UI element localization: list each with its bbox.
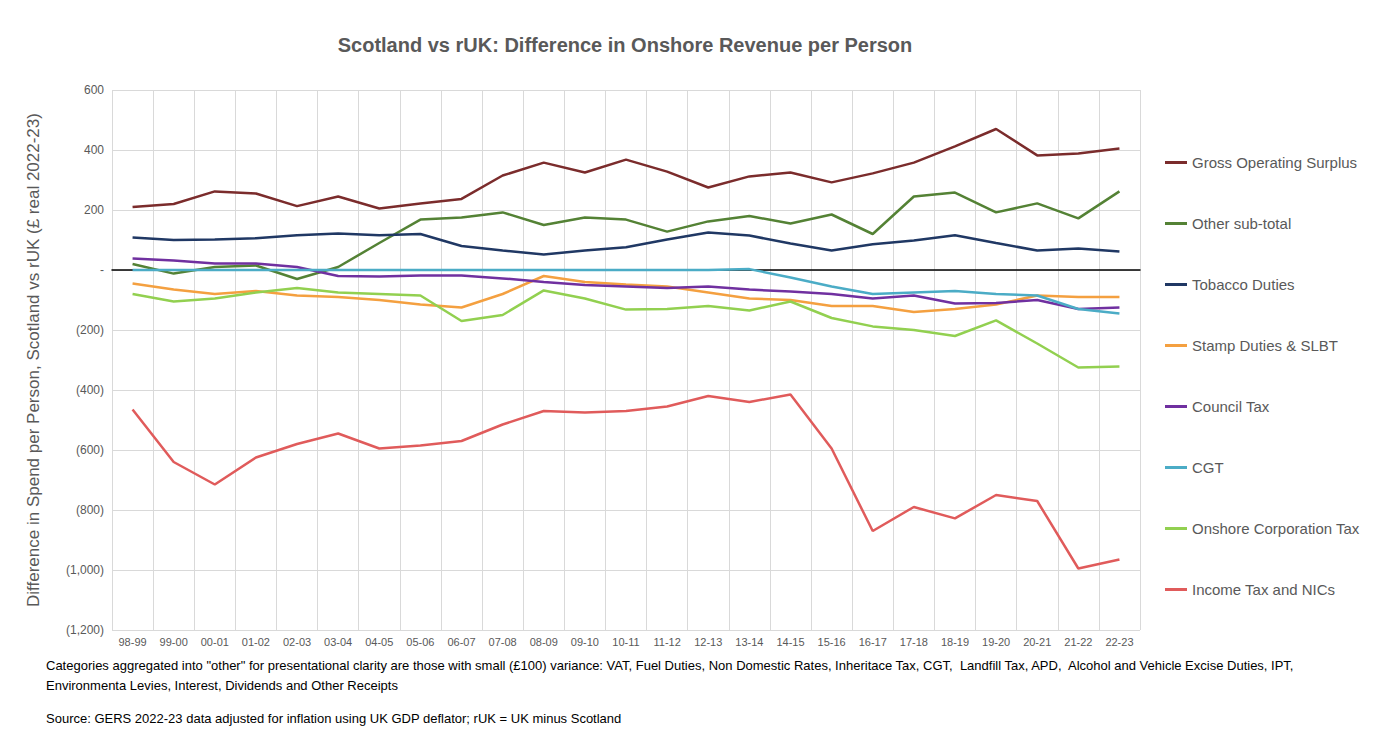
svg-text:05-06: 05-06: [406, 636, 434, 648]
svg-text:08-09: 08-09: [530, 636, 558, 648]
svg-text:17-18: 17-18: [900, 636, 928, 648]
svg-text:10-11: 10-11: [612, 636, 639, 648]
svg-text:Gross Operating Surplus: Gross Operating Surplus: [1192, 154, 1357, 171]
svg-text:12-13: 12-13: [694, 636, 722, 648]
svg-text:600: 600: [84, 83, 104, 97]
svg-text:Onshore Corporation Tax: Onshore Corporation Tax: [1192, 520, 1360, 537]
svg-text:(200): (200): [76, 323, 104, 337]
svg-text:11-12: 11-12: [653, 636, 680, 648]
svg-text:02-03: 02-03: [283, 636, 311, 648]
svg-text:19-20: 19-20: [982, 636, 1010, 648]
svg-text:400: 400: [84, 143, 104, 157]
svg-text:09-10: 09-10: [571, 636, 599, 648]
svg-text:06-07: 06-07: [447, 636, 475, 648]
svg-text:15-16: 15-16: [818, 636, 846, 648]
svg-text:14-15: 14-15: [776, 636, 804, 648]
svg-text:20-21: 20-21: [1023, 636, 1051, 648]
svg-text:Scotland vs rUK: Difference in: Scotland vs rUK: Difference in Onshore R…: [338, 34, 913, 56]
svg-text:Difference in Spend per Person: Difference in Spend per Person, Scotland…: [24, 113, 43, 607]
svg-text:(400): (400): [76, 383, 104, 397]
svg-text:00-01: 00-01: [201, 636, 229, 648]
svg-text:-: -: [100, 263, 104, 277]
svg-text:22-23: 22-23: [1105, 636, 1133, 648]
svg-text:(600): (600): [76, 443, 104, 457]
svg-text:13-14: 13-14: [735, 636, 763, 648]
svg-text:04-05: 04-05: [365, 636, 393, 648]
svg-text:99-00: 99-00: [160, 636, 188, 648]
svg-text:200: 200: [84, 203, 104, 217]
svg-text:Other sub-total: Other sub-total: [1192, 215, 1291, 232]
svg-text:Council Tax: Council Tax: [1192, 398, 1270, 415]
svg-text:18-19: 18-19: [941, 636, 969, 648]
svg-text:Environmenta Levies, Interest,: Environmenta Levies, Interest, Dividends…: [46, 678, 398, 693]
svg-text:(800): (800): [76, 503, 104, 517]
svg-text:03-04: 03-04: [324, 636, 352, 648]
svg-text:Stamp Duties & SLBT: Stamp Duties & SLBT: [1192, 337, 1338, 354]
svg-text:98-99: 98-99: [118, 636, 146, 648]
svg-text:07-08: 07-08: [489, 636, 517, 648]
svg-text:Categories aggregated into "ot: Categories aggregated into "other" for p…: [46, 658, 1297, 673]
svg-text:CGT: CGT: [1192, 459, 1224, 476]
svg-text:Source: GERS 2022-23 data adju: Source: GERS 2022-23 data adjusted for i…: [46, 711, 621, 726]
svg-text:Tobacco Duties: Tobacco Duties: [1192, 276, 1295, 293]
svg-text:16-17: 16-17: [859, 636, 887, 648]
svg-text:(1,200): (1,200): [66, 623, 104, 637]
svg-text:Income Tax and NICs: Income Tax and NICs: [1192, 581, 1335, 598]
svg-text:(1,000): (1,000): [66, 563, 104, 577]
svg-text:01-02: 01-02: [242, 636, 270, 648]
svg-text:21-22: 21-22: [1064, 636, 1092, 648]
